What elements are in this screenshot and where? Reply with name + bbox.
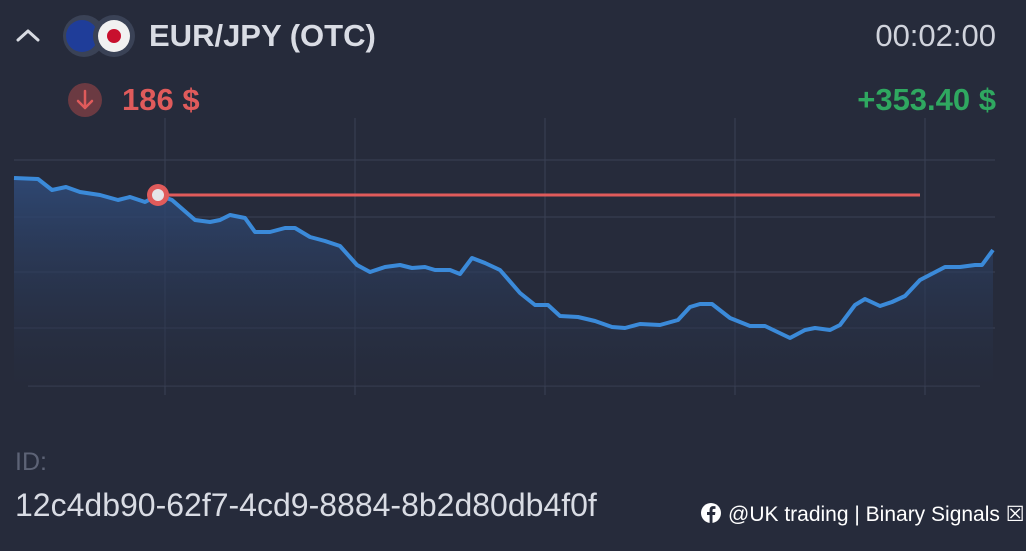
trade-id: 12c4db90-62f7-4cd9-8884-8b2d80db4f0f (15, 487, 597, 523)
entry-point-inner (152, 189, 164, 201)
flags (63, 15, 135, 57)
price-line (13, 176, 995, 340)
id-label: ID: (15, 448, 47, 476)
facebook-icon (701, 503, 721, 523)
price-area (14, 178, 993, 386)
timer: 00:02:00 (875, 18, 996, 53)
trade-amount: 186 $ (122, 82, 200, 117)
pair-name: EUR/JPY (OTC) (149, 18, 376, 53)
watermark: @UK trading | Binary Signals ☒ (728, 503, 1025, 526)
trade-profit: +353.40 $ (857, 82, 996, 117)
down-arrow (76, 89, 94, 110)
collapse-chevron[interactable] (16, 29, 40, 42)
